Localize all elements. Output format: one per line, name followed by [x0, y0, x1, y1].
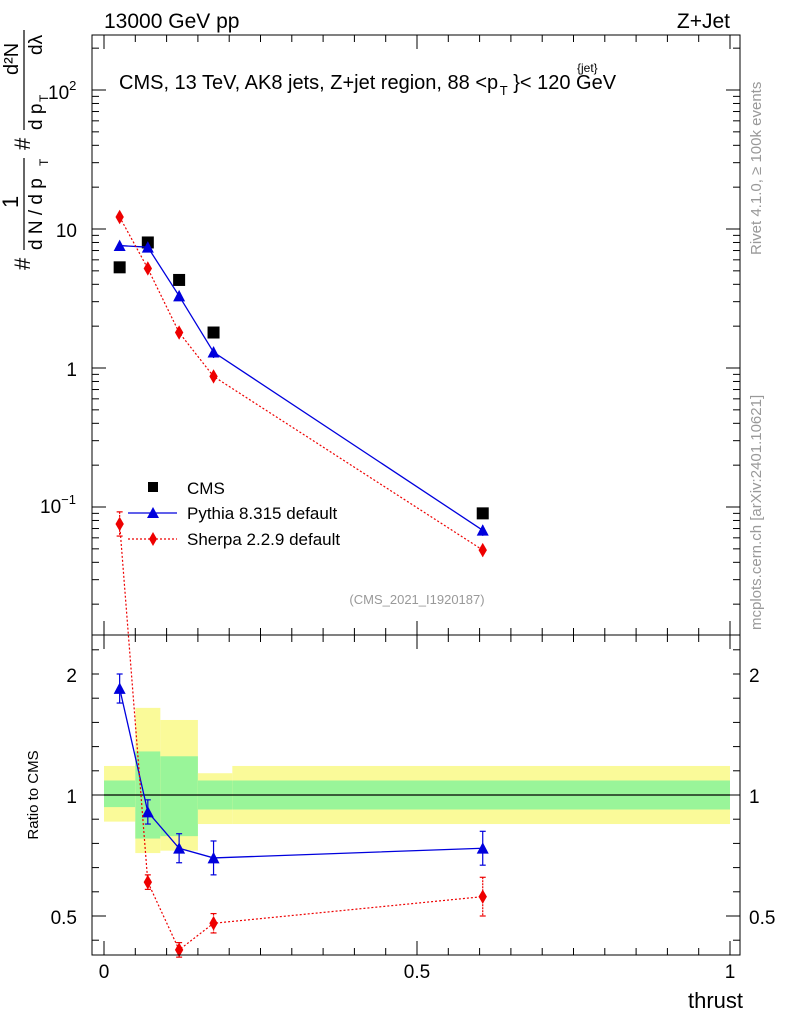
title-sub: T [500, 83, 508, 98]
ylabel-d2N: d²N [1, 43, 23, 75]
ratio-marks [92, 511, 740, 958]
ratio-ylabel: Ratio to CMS [25, 750, 42, 839]
ratio-ytick-1-left: 1 [66, 787, 77, 808]
xtick-label-1: 1 [725, 962, 736, 983]
ratio-point-sherpa [478, 889, 487, 904]
ylabel-hash-1: # [10, 257, 35, 270]
legend-marker-cms [148, 482, 158, 492]
ytick-label-10: 10 [56, 221, 77, 242]
ratio-point-pythia [141, 805, 154, 818]
ratio-point-pythia [113, 682, 126, 694]
ratio-ytick-1-right: 1 [749, 787, 760, 808]
ylabel-denom: d N / d p [26, 178, 47, 250]
ytick-m1-base: 10 [40, 497, 61, 518]
ylabel-dpT: d p [26, 104, 47, 130]
ratio-point-sherpa [174, 942, 184, 958]
ytick-label-100: 102 [48, 78, 76, 104]
ratio-point-pythia [173, 842, 186, 854]
ylabel-dl: dλ [26, 34, 47, 55]
main-point-sherpa [143, 261, 153, 276]
main-line-sherpa [119, 216, 484, 551]
main-line-pythia [119, 244, 484, 531]
ratio-point-sherpa [115, 516, 124, 532]
main-point-sherpa [174, 325, 184, 340]
header-right: Z+Jet [677, 10, 730, 33]
main-point-pythia [207, 346, 220, 358]
main-point-sherpa [115, 209, 124, 225]
main-point-cms [207, 326, 220, 339]
ratio-panel: 0.5 1 2 0.5 1 2 Ratio to CMS 0 0.5 1 thr… [25, 511, 775, 1013]
ytick-100-exp: 2 [69, 78, 76, 93]
xtick-label-0: 0 [99, 962, 110, 983]
xlabel: thrust [688, 988, 743, 1013]
legend-marker-sherpa [149, 532, 157, 546]
ratio-point-sherpa [209, 916, 218, 931]
main-point-cms [476, 507, 489, 520]
ytick-label-1: 1 [66, 360, 77, 381]
ratio-band-inner [104, 780, 136, 808]
main-marks [92, 35, 740, 635]
ratio-ytick-2-left: 2 [66, 666, 77, 687]
main-ylabel: # 1 d N / d p T # d²N d p T dλ [0, 30, 51, 270]
main-point-pythia [476, 524, 489, 536]
ratio-point-sherpa [143, 874, 153, 890]
ylabel-denom-T: T [37, 158, 51, 166]
ratio-ytick-05-right: 0.5 [749, 908, 775, 929]
main-point-pythia [113, 239, 126, 251]
ytick-label-m1: 10−1 [40, 492, 76, 518]
main-point-pythia [141, 241, 154, 253]
ytick-m1-exp: −1 [61, 492, 76, 507]
header-left: 13000 GeV pp [104, 10, 239, 33]
main-point-pythia [173, 289, 186, 302]
ratio-point-pythia [476, 842, 489, 854]
main-point-sherpa [209, 369, 218, 384]
main-panel: CMS, 13 TeV, AK8 jets, Z+jet region, 88 … [0, 30, 741, 636]
ratio-band-inner [160, 756, 198, 837]
side-text-bottom: mcplots.cern.ch [arXiv:2401.10621] [748, 395, 765, 630]
ylabel-one: 1 [0, 196, 23, 208]
title-sup: {jet} [577, 61, 598, 75]
main-point-cms [113, 261, 126, 274]
legend-marker-pythia [147, 507, 159, 518]
main-title: CMS, 13 TeV, AK8 jets, Z+jet region, 88 … [119, 72, 617, 100]
xtick-label-05: 0.5 [404, 962, 430, 983]
ytick-100-base: 10 [48, 83, 69, 104]
ratio-bands [104, 707, 730, 854]
watermark: (CMS_2021_I1920187) [349, 592, 484, 607]
side-text-top: Rivet 4.1.0, ≥ 100k events [748, 82, 765, 255]
ratio-frame [91, 634, 741, 956]
title-end: }< 120 GeV [513, 72, 617, 94]
ratio-ytick-05-left: 0.5 [51, 908, 77, 929]
legend: CMS Pythia 8.315 default Sherpa 2.2.9 de… [128, 479, 340, 549]
ratio-point-pythia [207, 851, 220, 864]
ylabel-dpT-T: T [37, 94, 51, 102]
ratio-ytick-2-right: 2 [749, 666, 760, 687]
legend-label-pythia: Pythia 8.315 default [187, 504, 338, 523]
main-point-sherpa [478, 542, 487, 558]
legend-label-sherpa: Sherpa 2.2.9 default [187, 530, 340, 549]
legend-label-cms: CMS [187, 479, 225, 498]
main-point-cms [173, 273, 186, 286]
ylabel-hash-2: # [10, 137, 35, 150]
title-main: CMS, 13 TeV, AK8 jets, Z+jet region, 88 … [119, 72, 498, 94]
